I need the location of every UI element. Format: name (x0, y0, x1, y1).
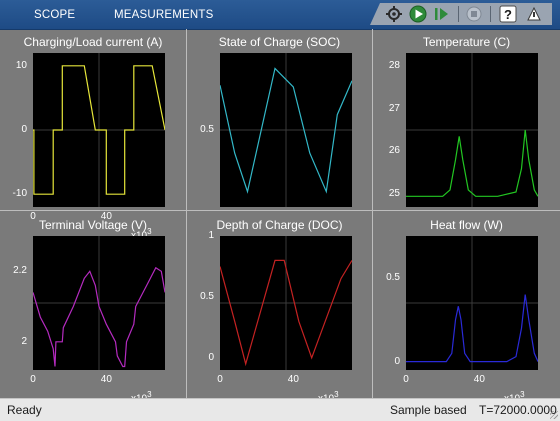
y-tick-label: 0 (394, 355, 400, 367)
series-line (33, 65, 165, 195)
plot-svg (406, 236, 538, 370)
plot-svg (406, 53, 538, 207)
tab-scope[interactable]: SCOPE (34, 9, 76, 21)
plot-area[interactable] (33, 236, 165, 370)
x-tick-label: 40 (100, 211, 112, 222)
series-line (406, 294, 538, 363)
x-tick-label: 40 (287, 374, 299, 385)
panel-divider (372, 29, 373, 398)
run-icon[interactable] (408, 4, 428, 24)
status-bar: Ready Sample based T=72000.0000 (0, 398, 560, 421)
series-line (220, 259, 352, 367)
simulation-time: T=72000.0000 (479, 403, 557, 417)
plot-panel-doc: Depth of Charge (DOC) 10.50040x103 (187, 216, 372, 404)
plot-area[interactable] (220, 53, 352, 207)
resize-grip[interactable] (550, 411, 558, 419)
plot-panel-current: Charging/Load current (A) 100-10040x103 (0, 33, 186, 241)
y-tick-label: 0.5 (386, 271, 400, 283)
y-tick-label: 2.2 (13, 265, 27, 277)
help-icon[interactable]: ? (498, 4, 518, 24)
y-tick-label: 28 (388, 59, 400, 71)
plot-panel-temperature: Temperature (C) 28 27 26 25 (373, 33, 560, 209)
settings-gear-icon[interactable] (384, 4, 404, 24)
plot-title: Heat flow (W) (430, 218, 503, 232)
plot-area[interactable] (406, 236, 538, 370)
plot-area[interactable] (406, 53, 538, 207)
series-line (220, 67, 352, 194)
tool-group: ? (370, 2, 552, 26)
y-tick-label: 1 (208, 230, 214, 241)
plot-svg (220, 53, 352, 207)
series-line (33, 266, 165, 368)
y-tick-label: 0 (208, 351, 214, 363)
tab-measurements[interactable]: MEASUREMENTS (114, 9, 214, 21)
stop-icon[interactable] (464, 4, 484, 24)
plot-title: State of Charge (SOC) (218, 35, 341, 49)
plot-panel-soc: State of Charge (SOC) 0.5 (187, 33, 372, 209)
y-tick-label: 26 (388, 145, 400, 157)
panel-divider (0, 210, 560, 211)
plot-title: Terminal Voltage (V) (38, 218, 148, 232)
y-tick-label: 10 (15, 59, 27, 71)
x-tick-label: 40 (473, 374, 485, 385)
undock-icon[interactable] (524, 4, 544, 24)
plot-svg (33, 236, 165, 370)
plot-svg (220, 236, 352, 370)
plot-panel-voltage: Terminal Voltage (V) 2.2 2 0 40 x103 (0, 216, 186, 404)
svg-text:?: ? (504, 7, 512, 22)
series-line (406, 129, 538, 197)
y-tick-label: 27 (388, 102, 400, 114)
plot-title: Temperature (C) (422, 35, 511, 49)
toolbar: SCOPE MEASUREMENTS (0, 0, 560, 30)
plot-area[interactable] (220, 236, 352, 370)
y-tick-label: 0 (21, 124, 27, 135)
plot-svg (33, 53, 165, 207)
x-axis-exponent: x103 (131, 227, 152, 241)
y-tick-label: 2 (21, 335, 27, 347)
y-tick-label: 25 (388, 188, 400, 200)
plot-title: Charging/Load current (A) (23, 35, 163, 49)
panel-divider (186, 29, 187, 398)
y-tick-label: 0.5 (200, 124, 214, 135)
status-text: Ready (7, 403, 42, 417)
x-tick-label: 0 (403, 374, 409, 385)
step-forward-icon[interactable] (432, 4, 452, 24)
plot-panel-heat-flow: Heat flow (W) 0.50040x103 (373, 216, 560, 404)
plot-title: Depth of Charge (DOC) (216, 218, 343, 232)
sample-mode: Sample based (390, 403, 467, 417)
y-tick-label: -10 (12, 188, 27, 200)
x-tick-label: 0 (217, 374, 223, 385)
x-tick-label: 0 (30, 374, 36, 385)
x-tick-label: 40 (100, 374, 112, 385)
x-tick-label: 0 (30, 211, 36, 222)
plot-area[interactable] (33, 53, 165, 207)
y-tick-label: 0.5 (200, 290, 214, 302)
